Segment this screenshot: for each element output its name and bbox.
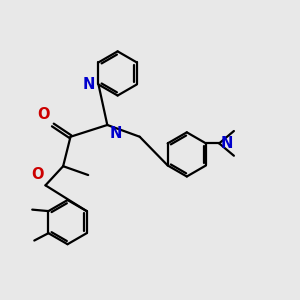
Text: N: N [82,77,95,92]
Text: N: N [110,126,122,141]
Text: N: N [221,136,233,151]
Text: O: O [38,107,50,122]
Text: O: O [32,167,44,182]
